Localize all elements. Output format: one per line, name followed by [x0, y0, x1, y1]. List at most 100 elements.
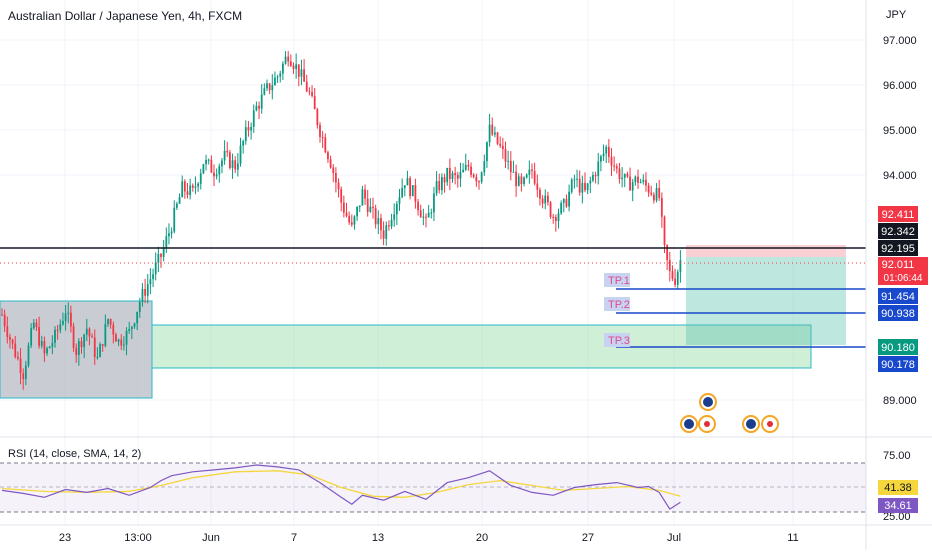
countdown-text: 01:06:44 [884, 273, 923, 284]
candle-body [231, 160, 234, 169]
candle-body [589, 180, 592, 184]
candle-body [22, 373, 25, 379]
tp3-label-bg [604, 333, 630, 347]
rsi-line[interactable] [1, 464, 681, 510]
candle-body [117, 339, 120, 342]
candle-body [369, 206, 372, 212]
candle-body [6, 326, 9, 337]
candle-body [337, 182, 340, 190]
candle-body [46, 348, 48, 354]
candle-body [308, 91, 311, 93]
candle-body [252, 110, 255, 127]
y-tick-89: 89.000 [883, 395, 917, 407]
candle-body [615, 166, 618, 169]
candle-body [509, 160, 512, 173]
candle-body [297, 64, 300, 77]
event-icons[interactable] [680, 393, 779, 433]
candle-body [67, 312, 70, 314]
candle-body [536, 183, 539, 190]
candle-body [398, 197, 401, 204]
candle-body [663, 216, 666, 245]
candle-body [104, 323, 107, 346]
candle-body [144, 288, 146, 296]
candle-body [602, 153, 605, 157]
candle-body [459, 172, 462, 179]
candle-body [520, 176, 523, 184]
candle-body [327, 152, 329, 160]
candle-body [629, 176, 631, 191]
candle-body [581, 182, 584, 193]
candle-body [165, 236, 168, 248]
candle-body [183, 181, 186, 192]
candle-body [77, 341, 80, 355]
price-badges: 92.411 92.342 92.195 92.011 01:06:44 91.… [878, 206, 928, 372]
candle-body [425, 216, 427, 218]
candle-body [210, 159, 213, 173]
candle-body [130, 326, 133, 330]
candle-body [642, 179, 645, 182]
candle-body [372, 206, 374, 209]
candle-body [149, 279, 152, 285]
candle-body [650, 192, 653, 195]
candle-body [154, 262, 157, 275]
badge-91454 [878, 288, 918, 304]
tp2-label: TP.2 [608, 299, 630, 311]
candle-body [239, 145, 242, 164]
candle-body [197, 183, 199, 187]
candle-body [258, 105, 260, 109]
rsi-sma-badge [878, 480, 918, 495]
candle-body [112, 324, 115, 335]
candle-body [27, 345, 30, 366]
candle-body [75, 347, 78, 355]
candle-body [213, 172, 215, 177]
candle-body [552, 216, 555, 218]
candle-body [83, 334, 86, 348]
candle-body [54, 329, 56, 343]
candle-body [202, 164, 205, 174]
candle-body [30, 328, 33, 346]
candle-body [109, 319, 112, 325]
candle-body [316, 109, 319, 126]
candle-body [176, 203, 178, 208]
stop-loss-zone[interactable] [686, 245, 846, 257]
candle-body [353, 216, 356, 225]
candle-body [512, 171, 515, 173]
candle-body [128, 329, 131, 331]
rsi-sma-line[interactable] [1, 470, 681, 498]
jp-flag-icon [704, 421, 710, 427]
candle-body [289, 61, 292, 66]
candle-body [361, 189, 364, 206]
candle-body [274, 77, 276, 86]
candle-body [441, 177, 443, 191]
candle-body [35, 322, 38, 328]
candle-body [660, 197, 663, 217]
candle-body [247, 127, 250, 131]
candle-body [411, 185, 414, 197]
candle-body [366, 198, 369, 212]
candle-body [433, 193, 435, 213]
candle-body [292, 65, 295, 69]
candle-body [377, 218, 380, 225]
tp2-label-bg [604, 297, 630, 311]
candle-body [435, 181, 438, 194]
candle-body [467, 164, 470, 167]
candle-body [348, 216, 351, 223]
candle-body [422, 216, 425, 218]
candle-body [64, 313, 67, 321]
take-profit-zone[interactable] [686, 257, 846, 345]
candle-body [443, 177, 446, 183]
rsi-label: RSI (14, close, SMA, 14, 2) [8, 448, 141, 460]
candle-body [645, 179, 647, 186]
candle-body [345, 212, 348, 217]
candle-body [276, 76, 279, 78]
candle-body [364, 189, 366, 199]
candle-body [395, 203, 398, 215]
candle-body [32, 322, 35, 329]
candle-body [24, 365, 27, 379]
x-tick-11: 11 [787, 532, 798, 544]
candle-body [152, 274, 154, 280]
candle-body [321, 136, 324, 138]
candle-body [618, 168, 621, 180]
candle-body [181, 181, 184, 198]
